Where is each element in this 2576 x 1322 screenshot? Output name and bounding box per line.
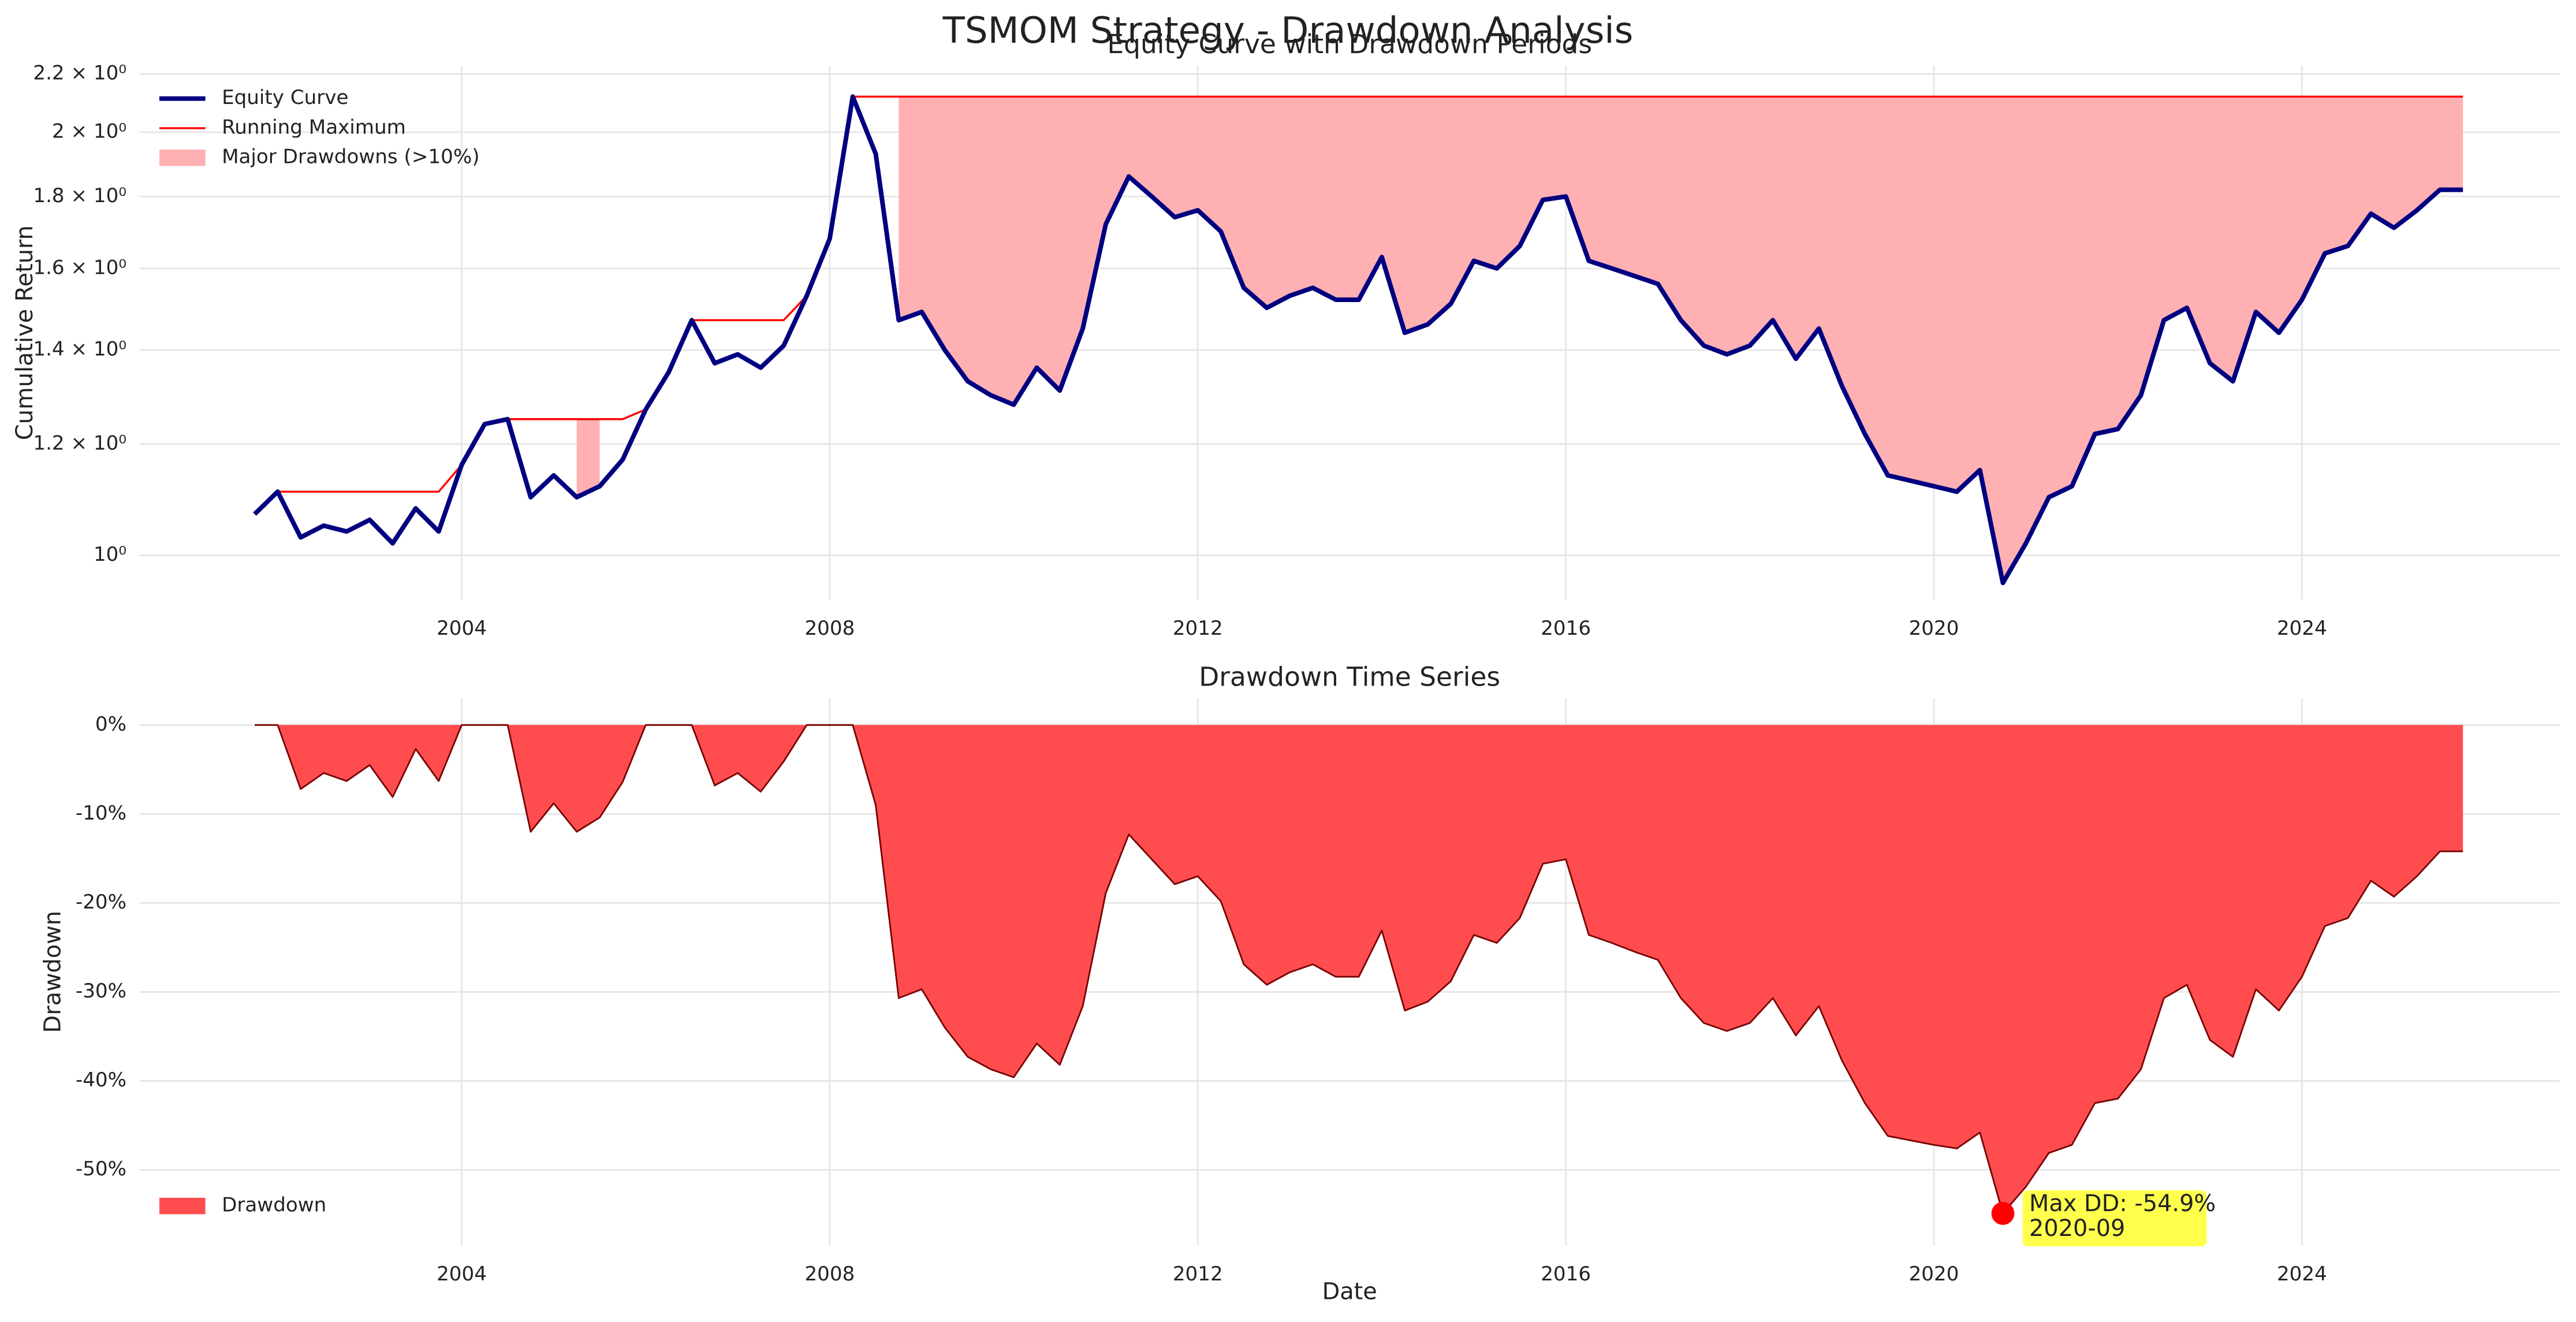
x-tick-label: 2004	[437, 1263, 487, 1286]
equity-line	[253, 94, 2463, 586]
y-tick-label: 1.8 × 10⁰	[33, 184, 126, 207]
figure-title: TSMOM Strategy - Drawdown Analysis	[942, 9, 1634, 51]
y-tick-label: 0%	[95, 713, 126, 736]
y-tick-label: -20%	[76, 891, 126, 914]
y-tick-label: -30%	[76, 980, 126, 1003]
annotation-text: 2020-09	[2029, 1215, 2125, 1242]
y-tick-label: 1.2 × 10⁰	[33, 431, 126, 455]
running-max-line	[254, 95, 2463, 515]
x-axis-label: Date	[1322, 1278, 1377, 1305]
x-tick-label: 2024	[2277, 617, 2327, 640]
annotation-box	[2022, 1190, 2207, 1246]
y-tick-label: -40%	[76, 1068, 126, 1092]
y-tick-label: 10⁰	[94, 543, 126, 566]
subplot-title: Equity Curve with Drawdown Periods	[1107, 29, 1592, 59]
legend-label: Equity Curve	[222, 86, 348, 109]
legend-label: Drawdown	[222, 1194, 326, 1217]
x-tick-label: 2012	[1173, 617, 1223, 640]
drawdown-shade	[576, 419, 600, 497]
drawdown-edge	[255, 724, 2463, 1215]
y-tick-label: -10%	[76, 802, 126, 825]
drawdown-area	[255, 725, 2463, 1213]
y-tick-label: 1.4 × 10⁰	[33, 337, 126, 360]
max-drawdown-marker	[1991, 1202, 2015, 1225]
x-tick-label: 2020	[1909, 1263, 1959, 1286]
legend-swatch	[159, 149, 206, 166]
y-axis-label: Drawdown	[39, 911, 66, 1033]
x-tick-label: 2024	[2277, 1263, 2327, 1286]
y-tick-label: 1.6 × 10⁰	[33, 256, 126, 279]
legend-label: Major Drawdowns (>10%)	[222, 146, 480, 169]
x-tick-label: 2016	[1541, 617, 1591, 640]
legend-swatch	[159, 1197, 206, 1215]
subplot-title: Drawdown Time Series	[1199, 661, 1500, 692]
annotation-text: Max DD: -54.9%	[2029, 1190, 2216, 1217]
legend-label: Running Maximum	[222, 116, 406, 139]
y-tick-label: 2.2 × 10⁰	[33, 62, 126, 85]
x-tick-label: 2012	[1173, 1263, 1223, 1286]
y-axis-label: Cumulative Return	[12, 225, 38, 440]
x-tick-label: 2020	[1909, 617, 1959, 640]
drawdown-shade	[899, 96, 2463, 583]
x-tick-label: 2008	[804, 617, 855, 640]
y-tick-label: 2 × 10⁰	[52, 120, 126, 143]
x-tick-label: 2008	[804, 1263, 855, 1286]
x-tick-label: 2016	[1541, 1263, 1591, 1286]
y-tick-label: -50%	[76, 1157, 126, 1181]
x-tick-label: 2004	[437, 617, 487, 640]
